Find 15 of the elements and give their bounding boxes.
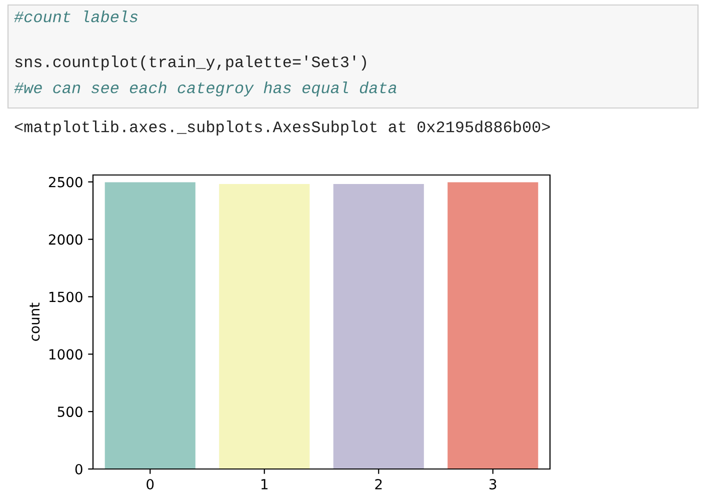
- y-axis-title: count: [30, 302, 40, 341]
- text: sns.countplot(train_y,palette='Set3'): [15, 56, 366, 70]
- x-tick-label: 1: [261, 479, 268, 490]
- text: #we can see each categroy has equal data: [14, 82, 396, 96]
- y-tick-label: 2500: [48, 176, 82, 188]
- x-tick-label: 2: [375, 478, 382, 490]
- y-tick-label: 500: [58, 406, 82, 418]
- text: #count labels: [14, 10, 138, 22]
- x-tick-label: 3: [490, 478, 496, 490]
- x-tick-label: 0: [146, 478, 154, 490]
- text: <matplotlib.axes._subplots.AxesSubplot at 0x2195d886b00>: [14, 120, 550, 136]
- y-tick-label: 1000: [49, 349, 82, 360]
- y-tick-label: 2000: [48, 234, 82, 245]
- y-tick-label: 0: [75, 464, 82, 474]
- y-tick-label: 1500: [49, 292, 82, 302]
